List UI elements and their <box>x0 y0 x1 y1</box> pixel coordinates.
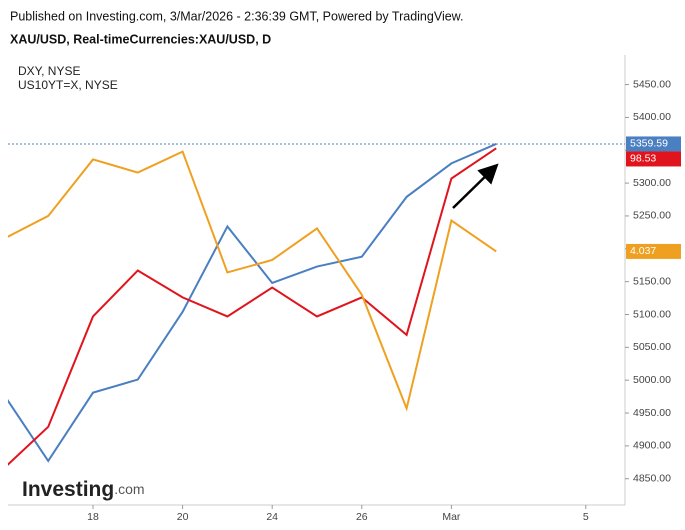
plot-area <box>8 143 497 466</box>
y-tick-label: 5050.00 <box>633 341 671 353</box>
arrow <box>452 163 499 209</box>
last-value-box <box>626 243 681 259</box>
x-tick-label: 26 <box>356 511 368 523</box>
y-tick-label: 5450.00 <box>633 78 671 90</box>
legend-entry: DXY, NYSE <box>18 64 80 78</box>
last-value-label: 5359.59 <box>630 138 668 150</box>
y-tick-label: 5100.00 <box>633 308 671 320</box>
last-value-box <box>626 136 681 152</box>
logo-suffix: .com <box>114 481 144 497</box>
x-tick-label: 24 <box>266 511 278 523</box>
y-tick-label: 5400.00 <box>633 111 671 123</box>
last-value-label: 4.037 <box>630 245 656 257</box>
y-tick-label: 5000.00 <box>633 374 671 386</box>
x-tick-label: 20 <box>177 511 189 523</box>
last-value-label: 98.53 <box>630 153 656 165</box>
published-note: Published on Investing.com, 3/Mar/2026 -… <box>10 9 464 23</box>
legend-entry: US10YT=X, NYSE <box>18 78 118 92</box>
y-tick-label: 4850.00 <box>633 473 671 485</box>
series-line <box>8 143 497 463</box>
y-tick-label: 5150.00 <box>633 275 671 287</box>
y-tick-label: 5300.00 <box>633 177 671 189</box>
x-tick-label: 5 <box>583 511 589 523</box>
y-tick-label: 5250.00 <box>633 210 671 222</box>
series-line <box>8 147 497 466</box>
x-tick-label: 18 <box>87 511 99 523</box>
x-tick-label: Mar <box>442 511 461 523</box>
y-tick-label: 4950.00 <box>633 407 671 419</box>
logo: Investing.com <box>22 478 145 501</box>
y-tick-label: 4900.00 <box>633 440 671 452</box>
series-line <box>8 150 497 412</box>
logo-word: Investing <box>22 478 114 501</box>
last-value-box <box>626 151 681 167</box>
chart-title: XAU/USD, Real-timeCurrencies:XAU/USD, D <box>10 32 271 46</box>
